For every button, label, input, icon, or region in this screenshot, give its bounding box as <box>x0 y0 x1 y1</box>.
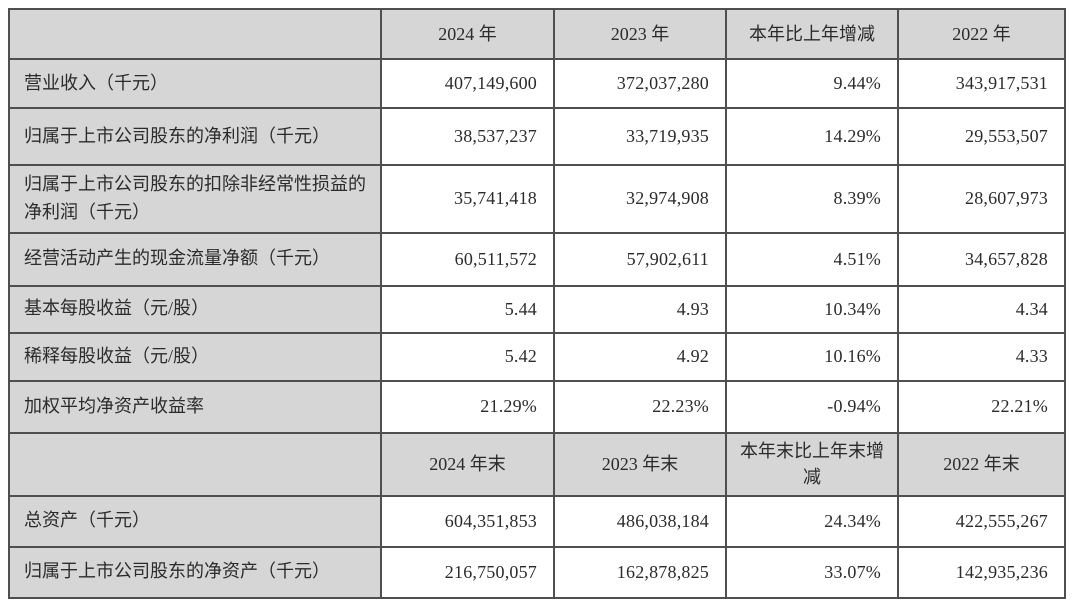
value-2024: 604,351,853 <box>380 494 555 548</box>
header-2022: 2022 年 <box>897 8 1066 60</box>
value-2022: 4.33 <box>897 331 1066 382</box>
value-change: 14.29% <box>725 107 899 166</box>
value-2023: 4.93 <box>553 284 727 334</box>
value-2024: 60,511,572 <box>380 231 555 287</box>
value-2023: 22.23% <box>553 379 727 434</box>
table-row-net-profit: 归属于上市公司股东的净利润（千元） 38,537,237 33,719,935 … <box>8 107 1066 166</box>
table-row-revenue: 营业收入（千元） 407,149,600 372,037,280 9.44% 3… <box>8 58 1066 109</box>
value-2023: 372,037,280 <box>553 58 727 109</box>
table-row-basic-eps: 基本每股收益（元/股） 5.44 4.93 10.34% 4.34 <box>8 284 1066 334</box>
header-blank-cell <box>8 431 382 497</box>
value-2022: 22.21% <box>897 379 1066 434</box>
value-2023: 32,974,908 <box>553 164 727 234</box>
header-2024-year-end: 2024 年末 <box>380 431 555 497</box>
value-2024: 21.29% <box>380 379 555 434</box>
value-2023: 33,719,935 <box>553 107 727 166</box>
value-2024: 35,741,418 <box>380 164 555 234</box>
value-2022: 29,553,507 <box>897 107 1066 166</box>
value-change: 10.16% <box>725 331 899 382</box>
value-change: 8.39% <box>725 164 899 234</box>
value-2024: 38,537,237 <box>380 107 555 166</box>
header-year-end-change: 本年末比上年末增减 <box>725 431 899 497</box>
header-2024: 2024 年 <box>380 8 555 60</box>
value-2022: 34,657,828 <box>897 231 1066 287</box>
table-row-net-profit-excl-nonrecurring: 归属于上市公司股东的扣除非经常性损益的净利润（千元） 35,741,418 32… <box>8 164 1066 234</box>
header-2023-year-end: 2023 年末 <box>553 431 727 497</box>
row-label: 稀释每股收益（元/股） <box>8 331 382 382</box>
value-change: 9.44% <box>725 58 899 109</box>
value-2023: 486,038,184 <box>553 494 727 548</box>
row-label: 总资产（千元） <box>8 494 382 548</box>
header-blank-cell <box>8 8 382 60</box>
value-change: 33.07% <box>725 545 899 599</box>
table-row-operating-cash-flow: 经营活动产生的现金流量净额（千元） 60,511,572 57,902,611 … <box>8 231 1066 287</box>
row-label: 归属于上市公司股东的净资产（千元） <box>8 545 382 599</box>
value-2023: 162,878,825 <box>553 545 727 599</box>
row-label: 加权平均净资产收益率 <box>8 379 382 434</box>
row-label: 归属于上市公司股东的净利润（千元） <box>8 107 382 166</box>
value-change: 10.34% <box>725 284 899 334</box>
header-2022-year-end: 2022 年末 <box>897 431 1066 497</box>
header-row-annual: 2024 年 2023 年 本年比上年增减 2022 年 <box>8 8 1066 60</box>
value-2022: 343,917,531 <box>897 58 1066 109</box>
row-label: 基本每股收益（元/股） <box>8 284 382 334</box>
value-2023: 57,902,611 <box>553 231 727 287</box>
header-2023: 2023 年 <box>553 8 727 60</box>
value-change: -0.94% <box>725 379 899 434</box>
value-2022: 142,935,236 <box>897 545 1066 599</box>
row-label: 归属于上市公司股东的扣除非经常性损益的净利润（千元） <box>8 164 382 234</box>
value-change: 4.51% <box>725 231 899 287</box>
report-page: 2024 年 2023 年 本年比上年增减 2022 年 营业收入（千元） 40… <box>0 8 1080 612</box>
table-row-net-assets: 归属于上市公司股东的净资产（千元） 216,750,057 162,878,82… <box>8 545 1066 599</box>
value-2022: 422,555,267 <box>897 494 1066 548</box>
table-row-weighted-avg-roe: 加权平均净资产收益率 21.29% 22.23% -0.94% 22.21% <box>8 379 1066 434</box>
value-2024: 407,149,600 <box>380 58 555 109</box>
value-2022: 28,607,973 <box>897 164 1066 234</box>
header-year-end-change-text: 本年末比上年末增减 <box>740 441 884 488</box>
table-row-diluted-eps: 稀释每股收益（元/股） 5.42 4.92 10.16% 4.33 <box>8 331 1066 382</box>
row-label: 经营活动产生的现金流量净额（千元） <box>8 231 382 287</box>
header-yoy-change: 本年比上年增减 <box>725 8 899 60</box>
value-change: 24.34% <box>725 494 899 548</box>
row-label: 营业收入（千元） <box>8 58 382 109</box>
value-2024: 216,750,057 <box>380 545 555 599</box>
value-2024: 5.44 <box>380 284 555 334</box>
table-row-total-assets: 总资产（千元） 604,351,853 486,038,184 24.34% 4… <box>8 494 1066 548</box>
value-2022: 4.34 <box>897 284 1066 334</box>
header-row-year-end: 2024 年末 2023 年末 本年末比上年末增减 2022 年末 <box>8 431 1066 497</box>
financial-summary-table: 2024 年 2023 年 本年比上年增减 2022 年 营业收入（千元） 40… <box>8 8 1066 599</box>
value-2024: 5.42 <box>380 331 555 382</box>
value-2023: 4.92 <box>553 331 727 382</box>
